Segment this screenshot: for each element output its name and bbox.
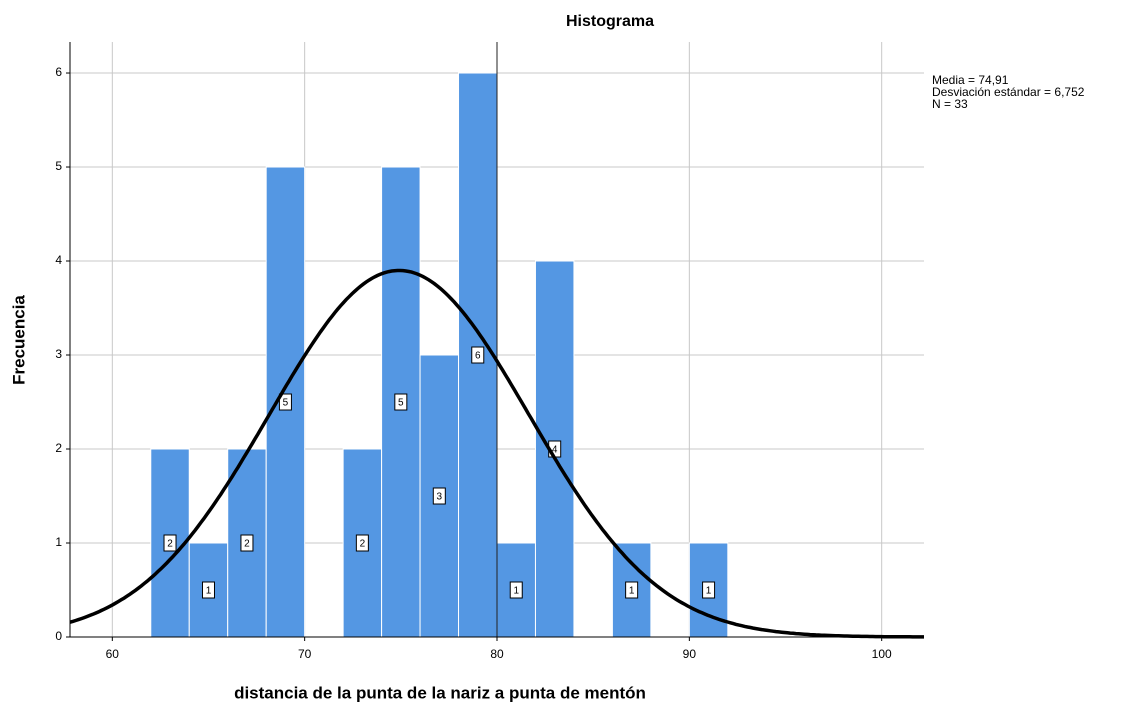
y-tick-label: 1 [55,535,62,549]
data-label-box [240,534,254,552]
x-tick-label: 80 [490,647,504,661]
normal-curve [69,268,924,639]
data-label-box [509,581,523,599]
y-tick-label: 5 [55,159,62,173]
stat-mean: Media = 74,91 [932,73,1009,87]
data-label: 1 [629,586,635,597]
data-label: 1 [706,586,712,597]
y-tick-label: 2 [55,441,62,455]
data-label: 3 [437,492,443,503]
x-tick-label: 100 [872,647,892,661]
data-label: 2 [360,539,366,550]
y-tick-label: 3 [55,347,62,361]
data-label-box [432,487,446,505]
data-label-box [355,534,369,552]
data-label: 2 [167,539,173,550]
data-label: 4 [552,445,558,456]
data-label: 2 [244,539,250,550]
x-tick-label: 90 [683,647,697,661]
data-label: 5 [283,398,289,409]
x-tick-label: 70 [298,647,312,661]
data-label-box [201,581,215,599]
y-tick-label: 0 [55,629,62,643]
data-label-box [702,581,716,599]
data-label: 5 [398,398,404,409]
x-axis-label: distancia de la punta de la nariz a punt… [234,683,646,702]
data-label-box [471,346,485,364]
data-label: 1 [513,586,519,597]
y-tick-label: 4 [55,253,62,267]
data-label: 1 [206,586,212,597]
stat-sd: Desviación estándar = 6,752 [932,85,1085,99]
x-tick-label: 60 [106,647,120,661]
data-label: 6 [475,351,481,362]
y-tick-label: 6 [55,65,62,79]
data-label-box [163,534,177,552]
data-label-box [278,393,292,411]
stat-n: N = 33 [932,97,968,111]
data-label-box [394,393,408,411]
chart-title: Histograma [566,13,654,30]
y-axis-label: Frecuencia [9,295,28,385]
data-label-box [625,581,639,599]
